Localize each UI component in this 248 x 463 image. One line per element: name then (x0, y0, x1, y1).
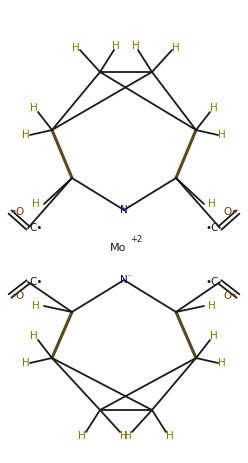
Text: H: H (208, 301, 216, 311)
Text: H: H (32, 199, 40, 209)
Text: •O: •O (10, 207, 24, 217)
Text: H: H (32, 301, 40, 311)
Text: C•: C• (29, 223, 42, 233)
Text: H: H (218, 358, 226, 368)
Text: H: H (124, 431, 132, 441)
Text: O•: O• (224, 291, 238, 301)
Text: H: H (30, 103, 38, 113)
Text: H: H (112, 41, 120, 51)
Text: H: H (120, 431, 128, 441)
Text: H: H (78, 431, 86, 441)
Text: N: N (120, 205, 128, 215)
Text: H: H (208, 199, 216, 209)
Text: H: H (132, 41, 140, 51)
Text: H: H (210, 103, 218, 113)
Text: •O: •O (10, 291, 24, 301)
Text: H: H (218, 130, 226, 140)
Text: H: H (22, 358, 30, 368)
Text: H: H (72, 43, 80, 53)
Text: •C: •C (206, 277, 219, 287)
Text: H: H (30, 331, 38, 341)
Text: H: H (210, 331, 218, 341)
Text: ⁻: ⁻ (127, 273, 131, 282)
Text: ⁻: ⁻ (127, 202, 131, 212)
Text: +2: +2 (130, 235, 142, 244)
Text: Mo: Mo (110, 243, 126, 253)
Text: H: H (172, 43, 180, 53)
Text: H: H (166, 431, 174, 441)
Text: O•: O• (224, 207, 238, 217)
Text: H: H (22, 130, 30, 140)
Text: C•: C• (29, 277, 42, 287)
Text: •C: •C (206, 223, 219, 233)
Text: N: N (120, 275, 128, 285)
